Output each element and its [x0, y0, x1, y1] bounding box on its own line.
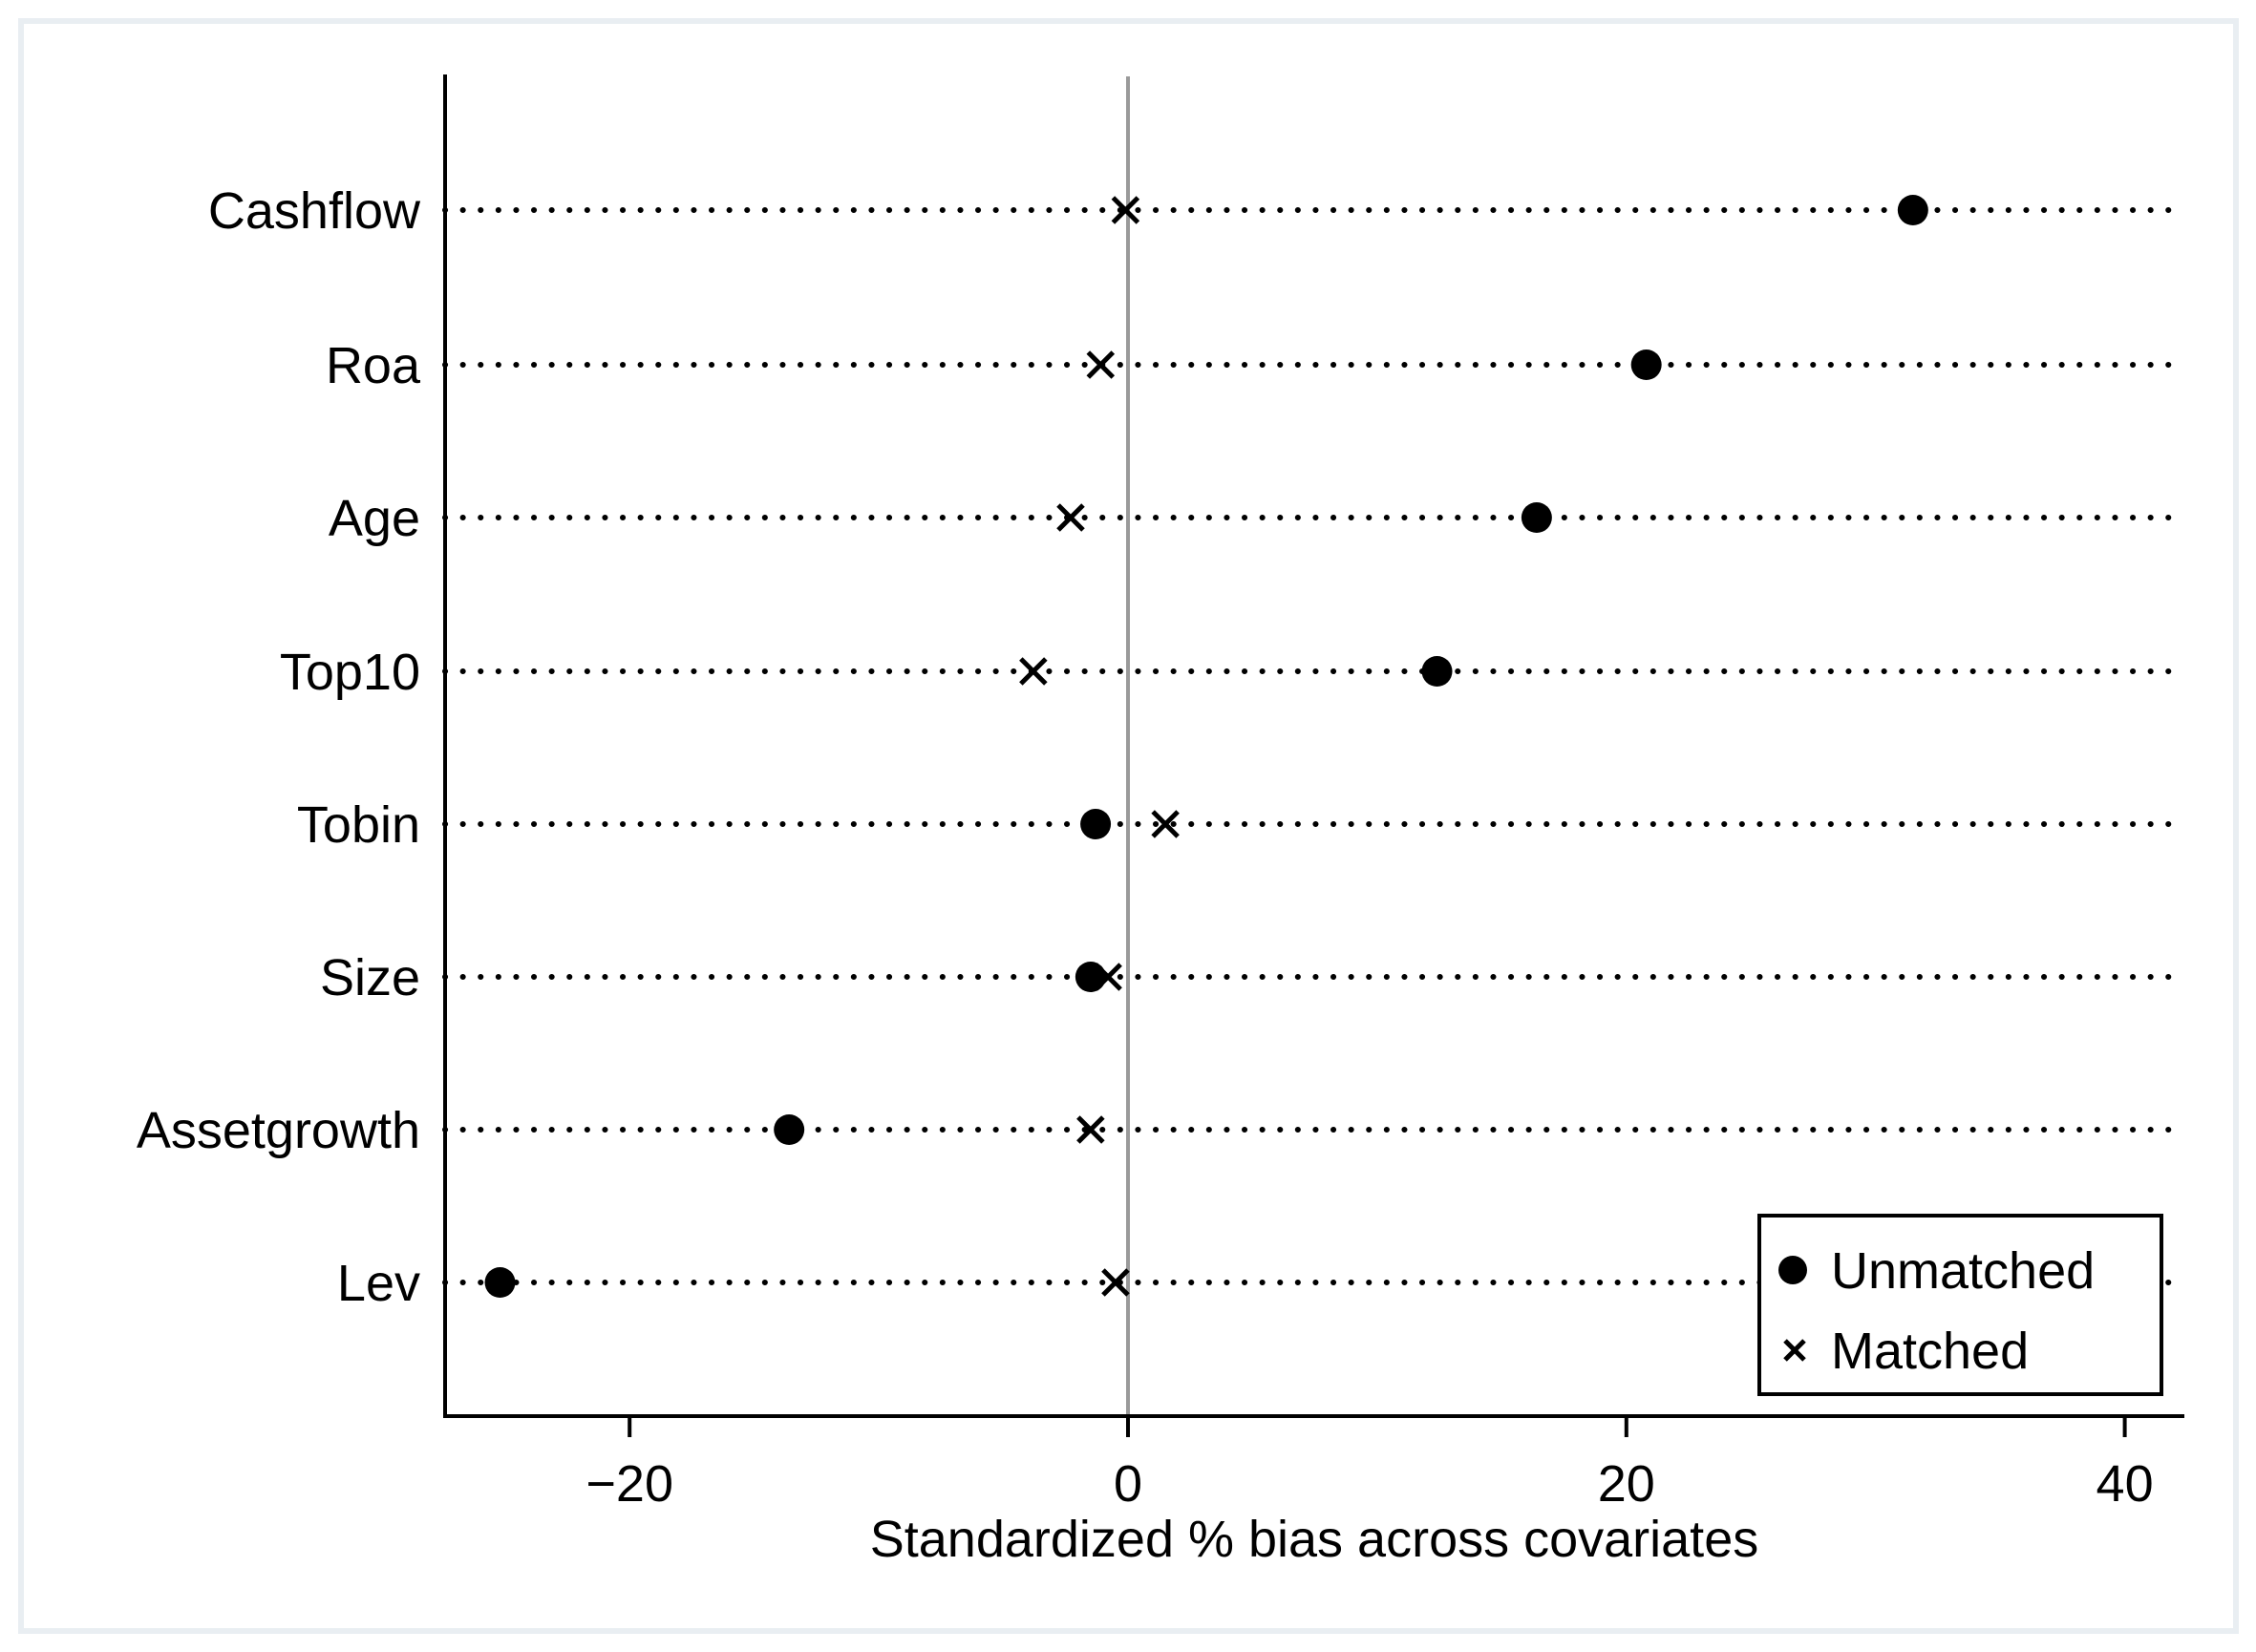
matched-marker: [1151, 810, 1180, 838]
x-axis-title: Standardized % bias across covariates: [870, 1511, 1758, 1568]
unmatched-marker: [1897, 195, 1928, 225]
matched-marker: [1094, 963, 1122, 991]
category-label: Age: [329, 490, 420, 547]
category-label: Tobin: [297, 796, 420, 854]
unmatched-marker: [1630, 349, 1662, 380]
legend: Unmatched Matched: [1757, 1214, 2163, 1396]
legend-label-unmatched: Unmatched: [1831, 1242, 2095, 1300]
matched-marker: [1086, 350, 1116, 379]
unmatched-marker: [774, 1114, 805, 1145]
category-label: Lev: [337, 1255, 420, 1312]
axis-layer: −20 0 20 40: [443, 74, 2184, 1513]
matched-marker: [1019, 657, 1048, 686]
grid-layer: Cashflow Roa Age Top10 Tobin Size Assetgrowth L…: [137, 182, 2187, 1312]
unmatched-marker: [1521, 502, 1552, 533]
category-label: Cashflow: [208, 182, 421, 240]
matched-marker: [1056, 503, 1085, 532]
category-label: Top10: [280, 644, 420, 701]
matched-marker: [1101, 1268, 1130, 1297]
matched-marker: [1111, 196, 1140, 224]
unmatched-marker: [1080, 809, 1112, 839]
category-label: Assetgrowth: [137, 1102, 420, 1159]
legend-matched-marker-icon: [1783, 1339, 1806, 1362]
category-label: Roa: [326, 337, 421, 394]
figure-border: [18, 18, 2239, 1634]
x-tick-label: 0: [1114, 1455, 1142, 1513]
x-tick-label: 40: [2096, 1455, 2154, 1513]
unmatched-marker: [484, 1267, 516, 1298]
legend-label-matched: Matched: [1831, 1323, 2029, 1380]
legend-unmatched-marker-icon: [1778, 1256, 1807, 1284]
marker-layer: [484, 195, 1928, 1298]
matched-marker: [1076, 1115, 1105, 1144]
category-label: Size: [320, 949, 420, 1006]
x-tick-label: −20: [585, 1455, 673, 1513]
legend-box: [1757, 1214, 2163, 1396]
unmatched-marker: [1421, 656, 1453, 687]
x-tick-label: 20: [1598, 1455, 1655, 1513]
unmatched-marker: [1075, 962, 1106, 992]
